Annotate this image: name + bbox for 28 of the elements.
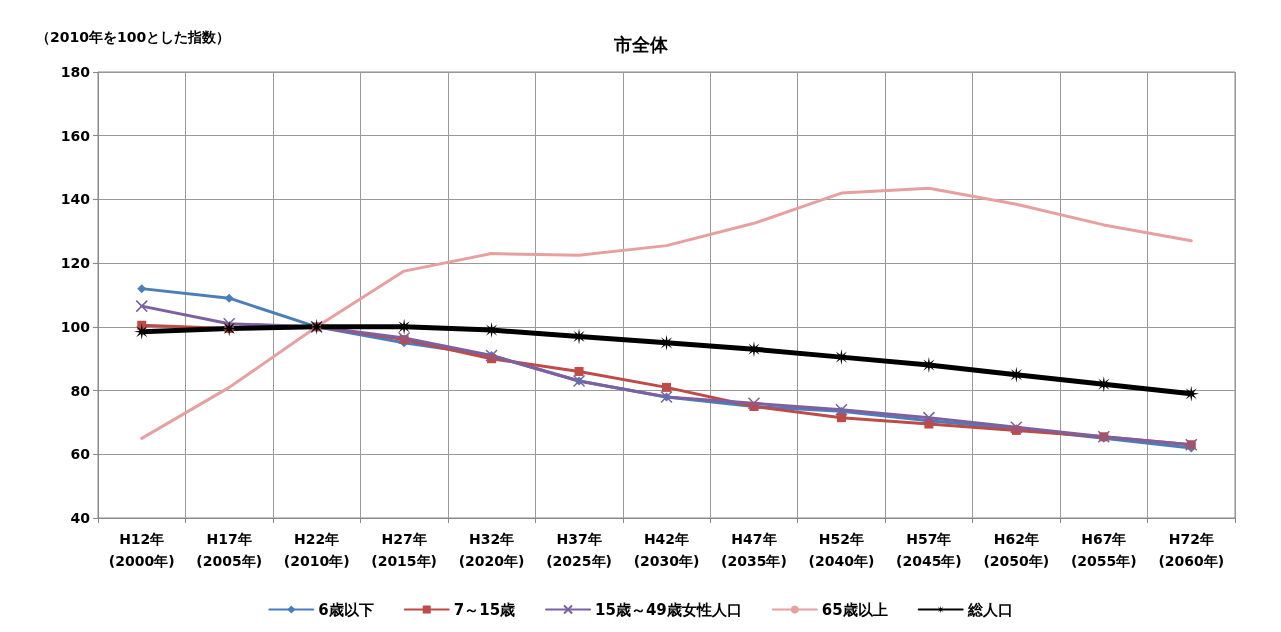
x-tick-label: H17年 (2005年) — [196, 531, 263, 569]
x-tick-label: H52年 (2040年) — [808, 531, 875, 569]
chart-title: 市全体 — [612, 33, 669, 55]
x-tick-label: H12年 (2000年) — [108, 531, 175, 569]
x-tick-label: H37年 (2025年) — [546, 531, 612, 569]
y-tick-label: 140 — [60, 191, 91, 208]
y-tick-label: 40 — [70, 510, 91, 526]
y-tick-label: 160 — [60, 127, 91, 144]
legend-label: 15歳～49歳女性人口 — [595, 600, 742, 619]
y-tick-label: 120 — [60, 255, 91, 272]
y-tick-label: 100 — [60, 318, 91, 335]
x-tick-label: H32年 (2020年) — [458, 531, 525, 569]
y-tick-label: 180 — [60, 64, 91, 80]
x-tick-label: H72年 (2060年) — [1158, 531, 1225, 569]
x-tick-label: H27年 (2015年) — [371, 531, 437, 569]
x-tick-label: H22年 (2010年) — [283, 531, 350, 569]
x-tick-label: H67年 (2055年) — [1070, 531, 1137, 569]
x-tick-label: H62年 (2050年) — [983, 531, 1050, 569]
x-tick-label: H47年 (2035年) — [721, 531, 787, 569]
legend-label: 65歳以上 — [821, 600, 888, 619]
y-tick-label: 60 — [70, 446, 91, 463]
legend-label: 7～15歳 — [453, 600, 516, 619]
legend-label: 総人口 — [966, 600, 1013, 619]
x-tick-label: H42年 (2030年) — [633, 531, 700, 569]
legend-label: 6歳以下 — [318, 600, 374, 619]
y-tick-label: 80 — [70, 382, 91, 399]
y-axis-title: （2010年を100とした指数） — [36, 29, 231, 45]
x-tick-label: H57年 (2045年) — [896, 531, 962, 569]
